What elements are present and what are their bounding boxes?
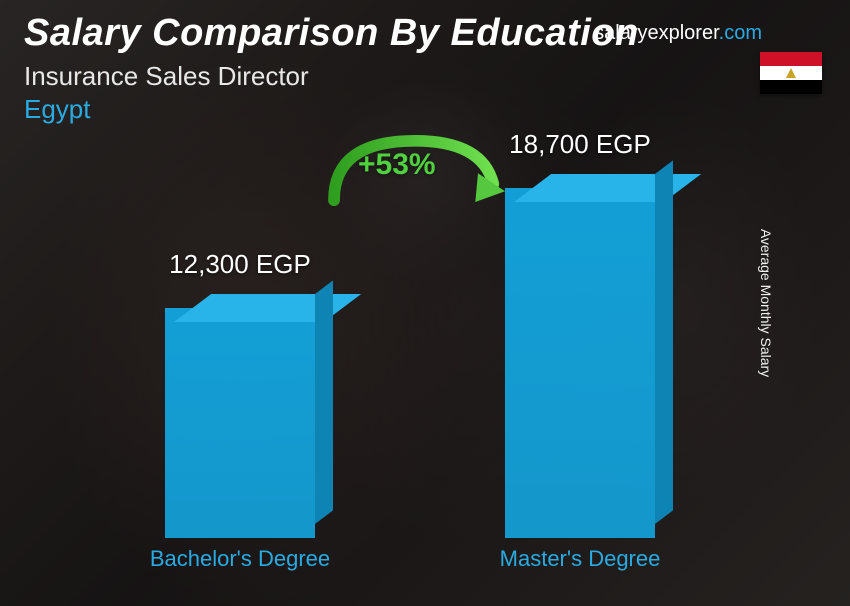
bar-value-label: 12,300 EGP bbox=[169, 249, 311, 280]
bar-side-face bbox=[315, 280, 333, 524]
bar-3d bbox=[505, 188, 655, 538]
chart-country: Egypt bbox=[24, 94, 826, 125]
bar-front-face bbox=[505, 188, 655, 538]
chart-area: +53% 12,300 EGP Bachelor's Degree 18,700… bbox=[0, 140, 850, 578]
bar-value-label: 18,700 EGP bbox=[509, 129, 651, 160]
brand-watermark: salaryexplorer.com bbox=[594, 22, 762, 45]
flag-stripe-red bbox=[760, 52, 822, 66]
flag-icon bbox=[760, 52, 822, 94]
bar-category-label: Master's Degree bbox=[500, 546, 661, 572]
bar-side-face bbox=[655, 160, 673, 524]
bar-top-face bbox=[174, 294, 361, 322]
brand-name: salaryexplorer bbox=[594, 22, 719, 44]
y-axis-label: Average Monthly Salary bbox=[758, 229, 774, 377]
flag-stripe-white bbox=[760, 66, 822, 80]
delta-percent-label: +53% bbox=[358, 148, 436, 182]
bar-top-face bbox=[514, 174, 701, 202]
chart-subtitle: Insurance Sales Director bbox=[24, 61, 826, 92]
bar-category-label: Bachelor's Degree bbox=[150, 546, 330, 572]
bar-group: 12,300 EGP Bachelor's Degree bbox=[140, 308, 340, 538]
brand-tld: .com bbox=[719, 22, 762, 44]
bar-front-face bbox=[165, 308, 315, 538]
flag-stripe-black bbox=[760, 80, 822, 94]
bar-3d bbox=[165, 308, 315, 538]
bar-group: 18,700 EGP Master's Degree bbox=[480, 188, 680, 538]
